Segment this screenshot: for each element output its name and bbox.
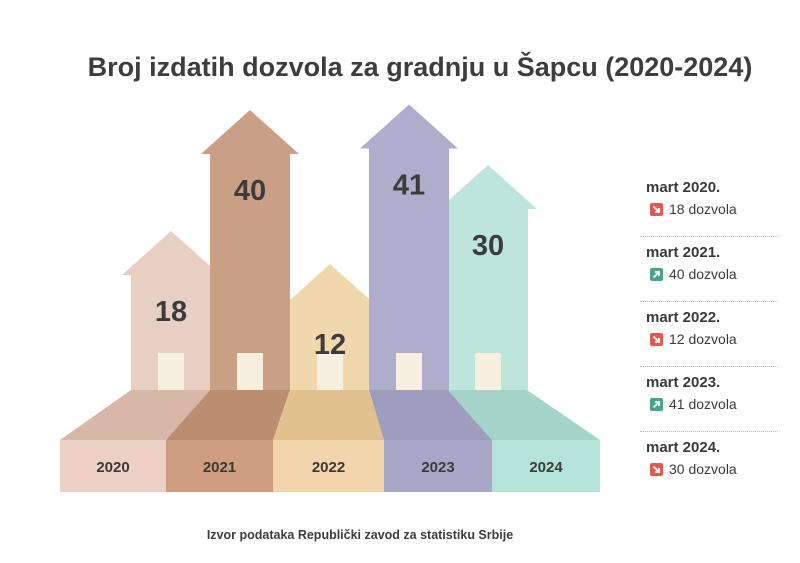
source-note: Izvor podataka Republički zavod za stati… xyxy=(206,528,514,542)
summary-entry: mart 2023. 41 dozvola xyxy=(640,367,778,432)
summary-month-label: mart 2024. xyxy=(646,439,721,456)
trend-up-icon xyxy=(650,267,663,281)
summary-entry: mart 2020. 18 dozvola xyxy=(640,172,778,237)
floor-segment-2023 xyxy=(369,390,492,440)
summary-month-label: mart 2022. xyxy=(646,309,721,326)
door-2023 xyxy=(396,353,422,390)
year-band-2021 xyxy=(166,440,273,492)
year-label-2021: 2021 xyxy=(203,459,236,476)
door-2020 xyxy=(158,353,184,390)
summary-value-text: 18 dozvola xyxy=(669,201,737,217)
year-label-2022: 2022 xyxy=(312,459,345,476)
bar-arrow-2020 xyxy=(122,231,220,390)
year-label-2023: 2023 xyxy=(421,459,454,476)
bar-arrow-2022 xyxy=(281,264,379,390)
door-2024 xyxy=(475,353,501,390)
bar-arrow-2024 xyxy=(439,165,537,390)
trend-down-icon xyxy=(650,202,663,216)
value-label-2021: 40 xyxy=(234,175,266,207)
summary-entry: mart 2022. 12 dozvola xyxy=(640,302,778,367)
arrow-bar-chart: 2020 2021 2022 2023 2024 18 12 40 30 41 xyxy=(60,104,600,492)
summary-value-text: 12 dozvola xyxy=(669,331,737,347)
summary-value-row: 12 dozvola xyxy=(640,331,778,347)
summary-value-row: 30 dozvola xyxy=(640,461,778,477)
door-2022 xyxy=(317,353,343,390)
summary-entry: mart 2021. 40 dozvola xyxy=(640,237,778,302)
summary-entry: mart 2024. 30 dozvola xyxy=(640,432,778,497)
door-2021 xyxy=(237,353,263,390)
value-label-2024: 30 xyxy=(472,230,504,262)
floor-segment-2021 xyxy=(166,390,290,440)
bar-arrow-2023 xyxy=(360,104,458,390)
value-label-2023: 41 xyxy=(393,170,425,202)
summary-month-label: mart 2021. xyxy=(646,244,721,261)
floor-segment-2024 xyxy=(448,390,600,440)
summary-value-row: 41 dozvola xyxy=(640,396,778,412)
value-label-2022: 12 xyxy=(314,329,346,361)
summary-value-row: 40 dozvola xyxy=(640,266,778,282)
floor-segment-2020 xyxy=(60,390,210,440)
chart-title: Broj izdatih dozvola za gradnju u Šapcu … xyxy=(87,52,753,82)
summary-value-text: 30 dozvola xyxy=(669,461,737,477)
summary-value-text: 40 dozvola xyxy=(669,266,737,282)
year-band-2022 xyxy=(273,440,384,492)
summary-month-label: mart 2020. xyxy=(646,179,721,196)
year-band-2024 xyxy=(492,440,600,492)
trend-up-icon xyxy=(650,397,663,411)
trend-down-icon xyxy=(650,332,663,346)
summary-month-label: mart 2023. xyxy=(646,374,721,391)
summary-value-text: 41 dozvola xyxy=(669,396,737,412)
year-label-2024: 2024 xyxy=(529,459,563,476)
value-label-2020: 18 xyxy=(155,296,187,328)
trend-down-icon xyxy=(650,462,663,476)
monthly-summary-list: mart 2020. 18 dozvola mart 2021. 40 dozvola… xyxy=(640,172,778,497)
year-band-2020 xyxy=(60,440,166,492)
year-band-2023 xyxy=(384,440,492,492)
floor-segment-2022 xyxy=(273,390,384,440)
year-label-2020: 2020 xyxy=(96,459,129,476)
summary-value-row: 18 dozvola xyxy=(640,201,778,217)
bar-arrow-2021 xyxy=(201,110,299,390)
